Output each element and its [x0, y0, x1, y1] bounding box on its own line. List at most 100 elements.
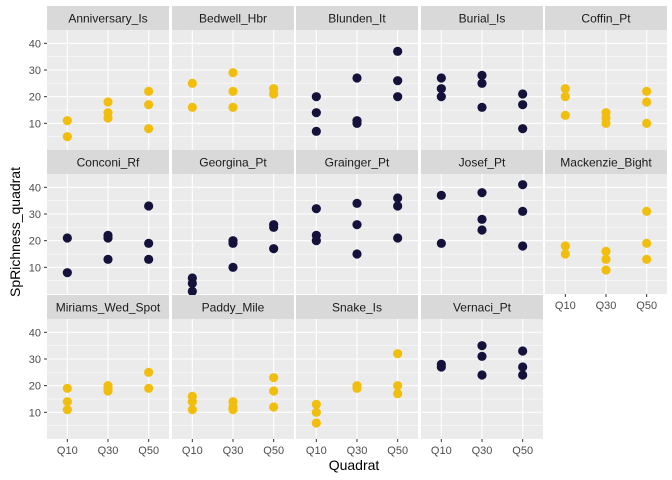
data-point [311, 399, 321, 409]
data-point [103, 254, 113, 264]
data-point [642, 254, 652, 264]
x-tick-label: Q30 [596, 300, 617, 312]
y-tick-label: 10 [29, 407, 41, 419]
x-tick-label: Q10 [306, 445, 327, 457]
data-point [601, 254, 611, 264]
facet-title: Snake_Is [332, 301, 382, 315]
data-point [477, 214, 487, 224]
data-point [393, 381, 403, 391]
facet-strip [172, 6, 294, 30]
facet-burial-is: Burial_Is [421, 6, 543, 150]
facet-strip [545, 6, 667, 30]
data-point [560, 84, 570, 94]
data-point [352, 118, 362, 128]
x-tick-label: Q10 [57, 445, 78, 457]
data-point [187, 278, 197, 288]
facet-strip [421, 6, 543, 30]
facet-strip [47, 295, 169, 319]
data-point [518, 100, 528, 110]
data-point [144, 367, 154, 377]
facet-title: Burial_Is [459, 12, 506, 26]
y-tick-label: 30 [29, 209, 41, 221]
data-point [269, 222, 279, 232]
facet-title: Mackenzie_Bight [560, 156, 652, 170]
data-point [311, 108, 321, 118]
data-point [642, 86, 652, 96]
data-point [560, 110, 570, 120]
facet-strip [172, 150, 294, 174]
x-tick-label: Q50 [138, 445, 159, 457]
facet-title: Miriams_Wed_Spot [56, 301, 161, 315]
facet-vernaci-pt: Vernaci_Pt Q10 Q30 Q50 [421, 295, 543, 457]
x-tick-label: Q10 [182, 445, 203, 457]
data-point [352, 220, 362, 230]
data-point [62, 397, 72, 407]
x-tick-label: Q50 [636, 300, 657, 312]
facet-snake-is: Snake_Is Q10 Q30 Q50 [296, 295, 418, 457]
facet-strip [172, 295, 294, 319]
data-point [228, 86, 238, 96]
facet-title: Grainger_Pt [325, 156, 390, 170]
x-tick-label: Q10 [431, 445, 452, 457]
facet-title: Josef_Pt [459, 156, 506, 170]
data-point [393, 92, 403, 102]
facet-title: Vernaci_Pt [453, 301, 512, 315]
data-point [228, 102, 238, 112]
data-point [103, 113, 113, 123]
data-point [601, 246, 611, 256]
facet-strip [545, 150, 667, 174]
y-axis-label: SpRichness_quadrat [7, 167, 23, 297]
facet-bedwell-hbr: Bedwell_Hbr [172, 6, 294, 150]
y-tick-label: 20 [29, 92, 41, 104]
facet-title: Conconi_Rf [77, 156, 140, 170]
facet-miriams-wed-spot: Miriams_Wed_Spot 10 20 30 40 Q10 Q30 Q50 [29, 295, 169, 457]
data-point [601, 265, 611, 275]
data-point [269, 244, 279, 254]
data-point [436, 238, 446, 248]
data-point [269, 402, 279, 412]
data-point [436, 190, 446, 200]
data-point [518, 370, 528, 380]
data-point [518, 241, 528, 251]
data-point [477, 370, 487, 380]
data-point [352, 73, 362, 83]
facet-strip [47, 6, 169, 30]
facet-title: Georgina_Pt [199, 156, 267, 170]
facet-strip [47, 150, 169, 174]
data-point [103, 386, 113, 396]
y-tick-label: 30 [29, 354, 41, 366]
data-point [144, 238, 154, 248]
data-point [436, 92, 446, 102]
data-point [311, 126, 321, 136]
data-point [187, 286, 197, 296]
data-point [393, 46, 403, 56]
data-point [187, 78, 197, 88]
data-point [642, 97, 652, 107]
x-tick-label: Q30 [98, 445, 119, 457]
data-point [393, 233, 403, 243]
data-point [311, 418, 321, 428]
data-point [477, 78, 487, 88]
data-point [518, 89, 528, 99]
facet-josef-pt: Josef_Pt [421, 150, 543, 294]
data-point [311, 407, 321, 417]
data-point [144, 383, 154, 393]
data-point [560, 249, 570, 259]
data-point [436, 362, 446, 372]
y-tick-label: 40 [29, 38, 41, 50]
data-point [62, 233, 72, 243]
facet-strip [421, 295, 543, 319]
data-point [393, 201, 403, 211]
facet-panels: Anniversary_Is 10 20 30 40 Bedwell_Hbr Blunden… [29, 6, 667, 457]
facet-mackenzie-bight: Mackenzie_Bight Q10 Q30 Q50 [545, 150, 667, 312]
data-point [187, 102, 197, 112]
y-tick-label: 30 [29, 65, 41, 77]
facet-grainger-pt: Grainger_Pt [296, 150, 418, 294]
data-point [393, 349, 403, 359]
facet-strip [296, 150, 418, 174]
data-point [352, 383, 362, 393]
data-point [642, 206, 652, 216]
facet-strip [296, 6, 418, 30]
data-point [103, 97, 113, 107]
